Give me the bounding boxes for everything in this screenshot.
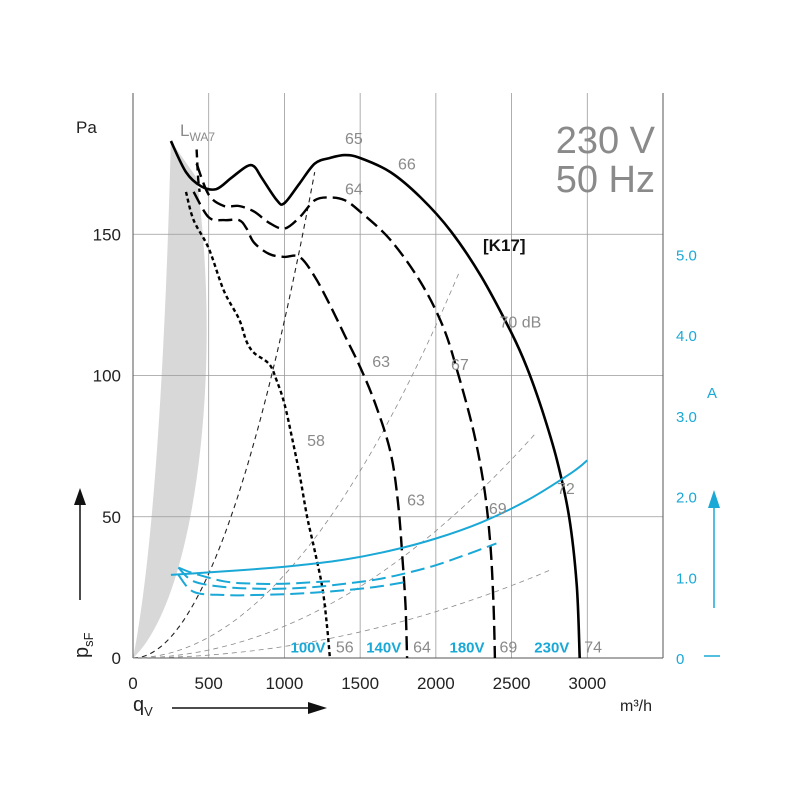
voltage-label: 180V bbox=[449, 639, 484, 656]
x-axis-symbol: q bbox=[133, 694, 144, 716]
voltage-label: 230V bbox=[534, 639, 569, 656]
sound-level-label: 74 bbox=[584, 639, 602, 656]
y-unit: Pa bbox=[76, 118, 97, 137]
sound-level-label: 56 bbox=[336, 639, 354, 656]
pressure-curve-140V bbox=[192, 191, 409, 659]
y-tick-label: 150 bbox=[93, 225, 121, 244]
current-tick-label: 4.0 bbox=[676, 328, 697, 345]
x-tick-label: 1000 bbox=[266, 674, 304, 693]
x-axis-label: qV bbox=[133, 694, 153, 719]
grid-layer bbox=[132, 93, 664, 659]
x-tick-label: 0 bbox=[128, 674, 137, 693]
x-tick-label: 2000 bbox=[417, 674, 455, 693]
sound-level-label: 58 bbox=[307, 433, 325, 450]
x-axis-arrow bbox=[172, 702, 327, 714]
x-tick-label: 500 bbox=[195, 674, 223, 693]
tick-labels-layer: 0 500 1000 1500 2000 2500 300005010015001.02.0… bbox=[93, 225, 697, 693]
sound-level-label: 66 bbox=[398, 156, 416, 173]
sound-level-label: 64 bbox=[413, 639, 431, 656]
current-axis-arrow bbox=[708, 490, 720, 608]
sound-level-label: 63 bbox=[407, 492, 425, 509]
current-tick-label: 1.0 bbox=[676, 570, 697, 587]
lwa-label-sub: WA7 bbox=[189, 130, 215, 144]
sound-level-label: 72 bbox=[557, 481, 575, 498]
pressure-curve-180V bbox=[195, 163, 497, 659]
sound-level-label: 67 bbox=[451, 357, 469, 374]
pressure-curves-layer bbox=[169, 140, 581, 659]
x-tick-label: 3000 bbox=[568, 674, 606, 693]
lwa-label: LWA7 bbox=[180, 121, 215, 144]
y-tick-label: 100 bbox=[93, 367, 121, 386]
system-line bbox=[132, 273, 459, 659]
system-lines-layer bbox=[132, 172, 550, 659]
lwa-label-main: L bbox=[180, 121, 189, 140]
y-tick-label: 50 bbox=[102, 508, 121, 527]
current-tick-label: 5.0 bbox=[676, 247, 697, 264]
y-axis-arrow bbox=[74, 488, 86, 600]
current-tick-label: 2.0 bbox=[676, 490, 697, 507]
current-tick-label: 3.0 bbox=[676, 409, 697, 426]
sound-level-label: 63 bbox=[372, 354, 390, 371]
chart-title: 230 V bbox=[556, 120, 656, 162]
sound-level-label: 69 bbox=[499, 639, 517, 656]
y-tick-label: 0 bbox=[112, 649, 121, 668]
x-tick-label: 1500 bbox=[341, 674, 379, 693]
current-curve-180V bbox=[177, 542, 497, 590]
current-unit: A bbox=[707, 385, 717, 402]
x-unit: m³/h bbox=[620, 698, 652, 715]
current-curve-140V bbox=[177, 574, 406, 597]
sound-level-label: 69 bbox=[489, 501, 507, 518]
y-axis-sub: sF bbox=[81, 632, 96, 647]
current-curves-layer bbox=[170, 459, 588, 597]
y-axis-label: psF bbox=[71, 632, 96, 658]
sound-level-label: 70 dB bbox=[499, 314, 541, 331]
y-axis-symbol: p bbox=[71, 647, 93, 658]
current-curve-230V bbox=[170, 459, 588, 576]
system-line bbox=[132, 570, 550, 659]
voltage-label: 140V bbox=[366, 639, 401, 656]
x-axis-sub: V bbox=[144, 704, 153, 719]
shaded-operating-region bbox=[133, 141, 207, 658]
x-tick-label: 2500 bbox=[493, 674, 531, 693]
annotations-layer: 65 66 64 70 dB 63 67 58 63 72 69 56 64 69 74 100V 140V 1… bbox=[290, 131, 602, 656]
voltage-label: 100V bbox=[290, 639, 325, 656]
chart-subtitle: 50 Hz bbox=[556, 159, 655, 201]
system-line bbox=[132, 434, 535, 659]
sound-level-label: 65 bbox=[345, 131, 363, 148]
pressure-curve-100V bbox=[184, 191, 332, 659]
pressure-curve-230V bbox=[169, 140, 581, 659]
current-tick-label: 0 bbox=[676, 651, 684, 668]
shaded-region-layer bbox=[133, 141, 207, 658]
model-label: [K17] bbox=[483, 236, 526, 255]
sound-level-label: 64 bbox=[345, 182, 363, 199]
lwa-curve bbox=[195, 149, 201, 193]
